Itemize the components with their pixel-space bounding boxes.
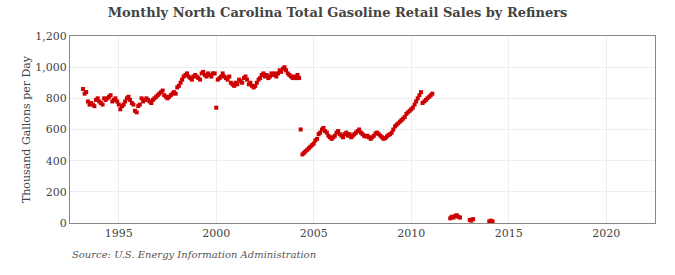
svg-text:2020: 2020 xyxy=(592,227,620,240)
svg-text:200: 200 xyxy=(46,186,67,199)
svg-text:Source: U.S. Energy Informatio: Source: U.S. Energy Information Administ… xyxy=(72,249,316,260)
svg-text:1995: 1995 xyxy=(105,227,133,240)
svg-text:600: 600 xyxy=(46,123,67,136)
svg-text:0: 0 xyxy=(60,217,67,230)
svg-text:2000: 2000 xyxy=(202,227,230,240)
svg-text:1,000: 1,000 xyxy=(35,61,67,74)
svg-text:Thousand Gallons per Day: Thousand Gallons per Day xyxy=(20,55,33,203)
svg-text:400: 400 xyxy=(46,155,67,168)
svg-text:2015: 2015 xyxy=(495,227,523,240)
svg-text:1,200: 1,200 xyxy=(35,30,67,43)
svg-text:2005: 2005 xyxy=(300,227,328,240)
svg-text:2010: 2010 xyxy=(397,227,425,240)
svg-text:Monthly North Carolina Total G: Monthly North Carolina Total Gasoline Re… xyxy=(108,5,568,20)
svg-text:800: 800 xyxy=(46,92,67,105)
